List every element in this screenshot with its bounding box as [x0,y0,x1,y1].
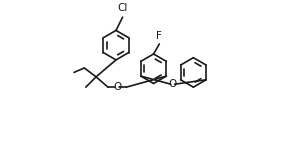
Text: Cl: Cl [118,3,128,13]
Text: O: O [113,82,121,92]
Text: F: F [156,31,162,41]
Text: O: O [168,79,177,89]
